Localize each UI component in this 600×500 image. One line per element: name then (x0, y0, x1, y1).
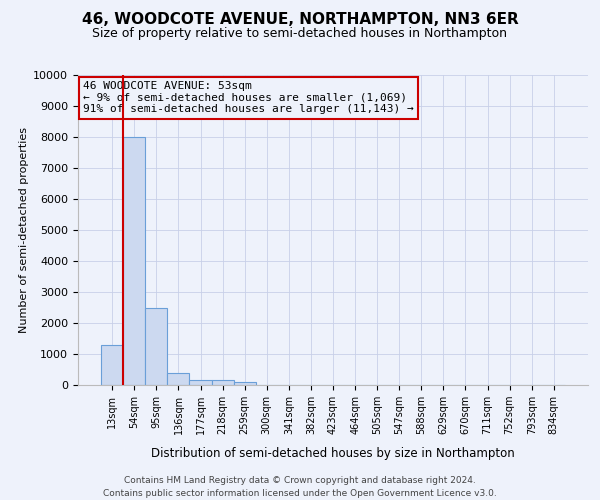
Text: 46 WOODCOTE AVENUE: 53sqm
← 9% of semi-detached houses are smaller (1,069)
91% o: 46 WOODCOTE AVENUE: 53sqm ← 9% of semi-d… (83, 81, 414, 114)
Bar (167, 372, 190, 385)
Bar (101, 344, 123, 385)
Bar (145, 308, 167, 385)
Y-axis label: Number of semi-detached properties: Number of semi-detached properties (19, 127, 29, 333)
Bar (212, 380, 233, 385)
Bar (123, 137, 145, 385)
Text: Contains public sector information licensed under the Open Government Licence v3: Contains public sector information licen… (103, 489, 497, 498)
Text: Contains HM Land Registry data © Crown copyright and database right 2024.: Contains HM Land Registry data © Crown c… (124, 476, 476, 485)
Text: 46, WOODCOTE AVENUE, NORTHAMPTON, NN3 6ER: 46, WOODCOTE AVENUE, NORTHAMPTON, NN3 6E… (82, 12, 518, 28)
Text: Distribution of semi-detached houses by size in Northampton: Distribution of semi-detached houses by … (151, 448, 515, 460)
Bar (190, 380, 212, 385)
Bar (233, 382, 256, 385)
Text: Size of property relative to semi-detached houses in Northampton: Size of property relative to semi-detach… (92, 28, 508, 40)
